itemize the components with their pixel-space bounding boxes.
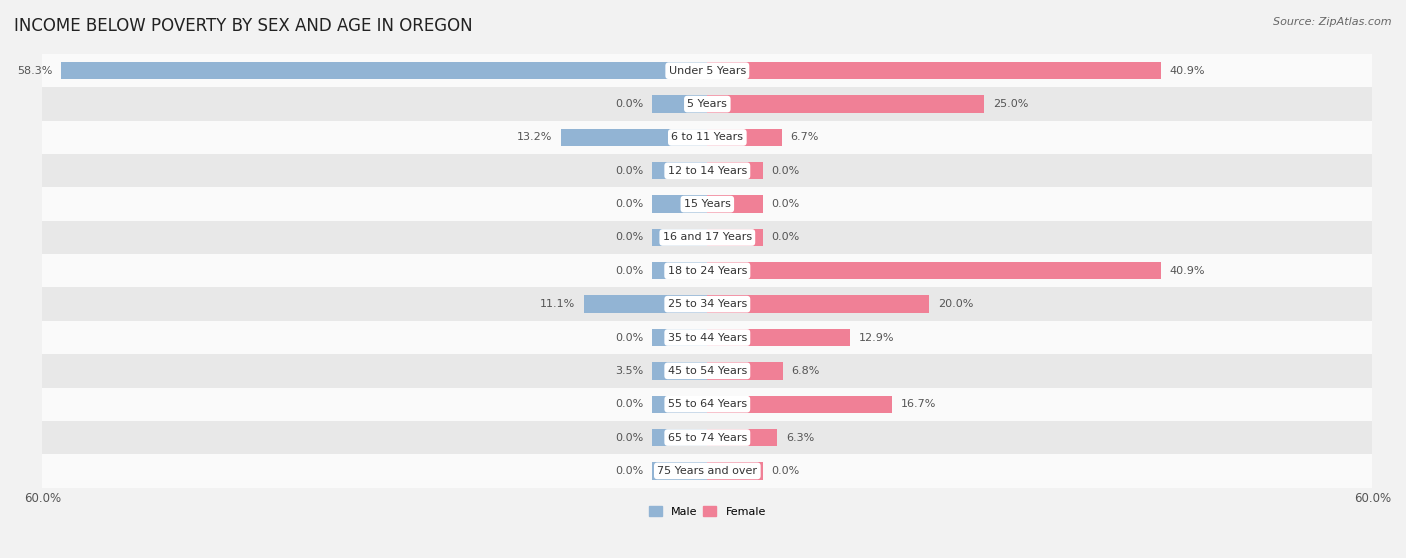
Bar [652,229,707,246]
Legend: Male, Female: Male, Female [644,501,770,521]
Bar [707,362,783,379]
Text: 58.3%: 58.3% [17,66,52,76]
Text: 40.9%: 40.9% [1170,66,1205,76]
Text: 6.8%: 6.8% [792,366,820,376]
Bar [42,154,1372,187]
Bar [42,287,1372,321]
Bar [652,329,707,346]
Text: 0.0%: 0.0% [772,199,800,209]
Text: 15 Years: 15 Years [683,199,731,209]
Bar [707,129,782,146]
Bar [42,221,1372,254]
Bar [42,54,1372,88]
Text: INCOME BELOW POVERTY BY SEX AND AGE IN OREGON: INCOME BELOW POVERTY BY SEX AND AGE IN O… [14,17,472,35]
Text: 0.0%: 0.0% [614,166,643,176]
Text: Under 5 Years: Under 5 Years [669,66,747,76]
Text: 0.0%: 0.0% [614,466,643,476]
Text: 6.7%: 6.7% [790,132,818,142]
Text: 25.0%: 25.0% [993,99,1029,109]
Bar [707,229,762,246]
Text: 35 to 44 Years: 35 to 44 Years [668,333,747,343]
Bar [652,396,707,413]
Text: 12.9%: 12.9% [859,333,894,343]
Bar [707,429,778,446]
Bar [561,129,707,146]
Text: 0.0%: 0.0% [614,399,643,409]
Bar [652,462,707,479]
Text: 18 to 24 Years: 18 to 24 Years [668,266,747,276]
Text: 65 to 74 Years: 65 to 74 Years [668,432,747,442]
Bar [42,387,1372,421]
Bar [652,162,707,180]
Bar [42,187,1372,221]
Text: 0.0%: 0.0% [614,432,643,442]
Text: Source: ZipAtlas.com: Source: ZipAtlas.com [1274,17,1392,27]
Bar [707,162,762,180]
Bar [707,95,984,113]
Bar [707,296,929,313]
Text: 0.0%: 0.0% [614,99,643,109]
Bar [42,121,1372,154]
Bar [707,62,1161,79]
Text: 20.0%: 20.0% [938,299,973,309]
Text: 16 and 17 Years: 16 and 17 Years [662,233,752,243]
Text: 3.5%: 3.5% [614,366,643,376]
Bar [707,195,762,213]
Bar [42,354,1372,387]
Text: 75 Years and over: 75 Years and over [658,466,758,476]
Text: 0.0%: 0.0% [772,233,800,243]
Text: 12 to 14 Years: 12 to 14 Years [668,166,747,176]
Bar [652,195,707,213]
Text: 55 to 64 Years: 55 to 64 Years [668,399,747,409]
Text: 5 Years: 5 Years [688,99,727,109]
Text: 6.3%: 6.3% [786,432,814,442]
Bar [707,329,851,346]
Text: 13.2%: 13.2% [517,132,553,142]
Text: 0.0%: 0.0% [614,199,643,209]
Bar [707,462,762,479]
Text: 0.0%: 0.0% [772,466,800,476]
Bar [652,95,707,113]
Text: 40.9%: 40.9% [1170,266,1205,276]
Bar [707,262,1161,280]
Bar [42,454,1372,488]
Bar [707,396,893,413]
Bar [42,254,1372,287]
Text: 0.0%: 0.0% [614,333,643,343]
Text: 45 to 54 Years: 45 to 54 Years [668,366,747,376]
Text: 16.7%: 16.7% [901,399,936,409]
Text: 11.1%: 11.1% [540,299,575,309]
Bar [652,362,707,379]
Bar [652,262,707,280]
Text: 0.0%: 0.0% [614,233,643,243]
Bar [585,296,707,313]
Bar [42,88,1372,121]
Bar [42,321,1372,354]
Text: 0.0%: 0.0% [772,166,800,176]
Bar [652,429,707,446]
Bar [60,62,707,79]
Text: 0.0%: 0.0% [614,266,643,276]
Text: 6 to 11 Years: 6 to 11 Years [671,132,744,142]
Text: 25 to 34 Years: 25 to 34 Years [668,299,747,309]
Bar [42,421,1372,454]
